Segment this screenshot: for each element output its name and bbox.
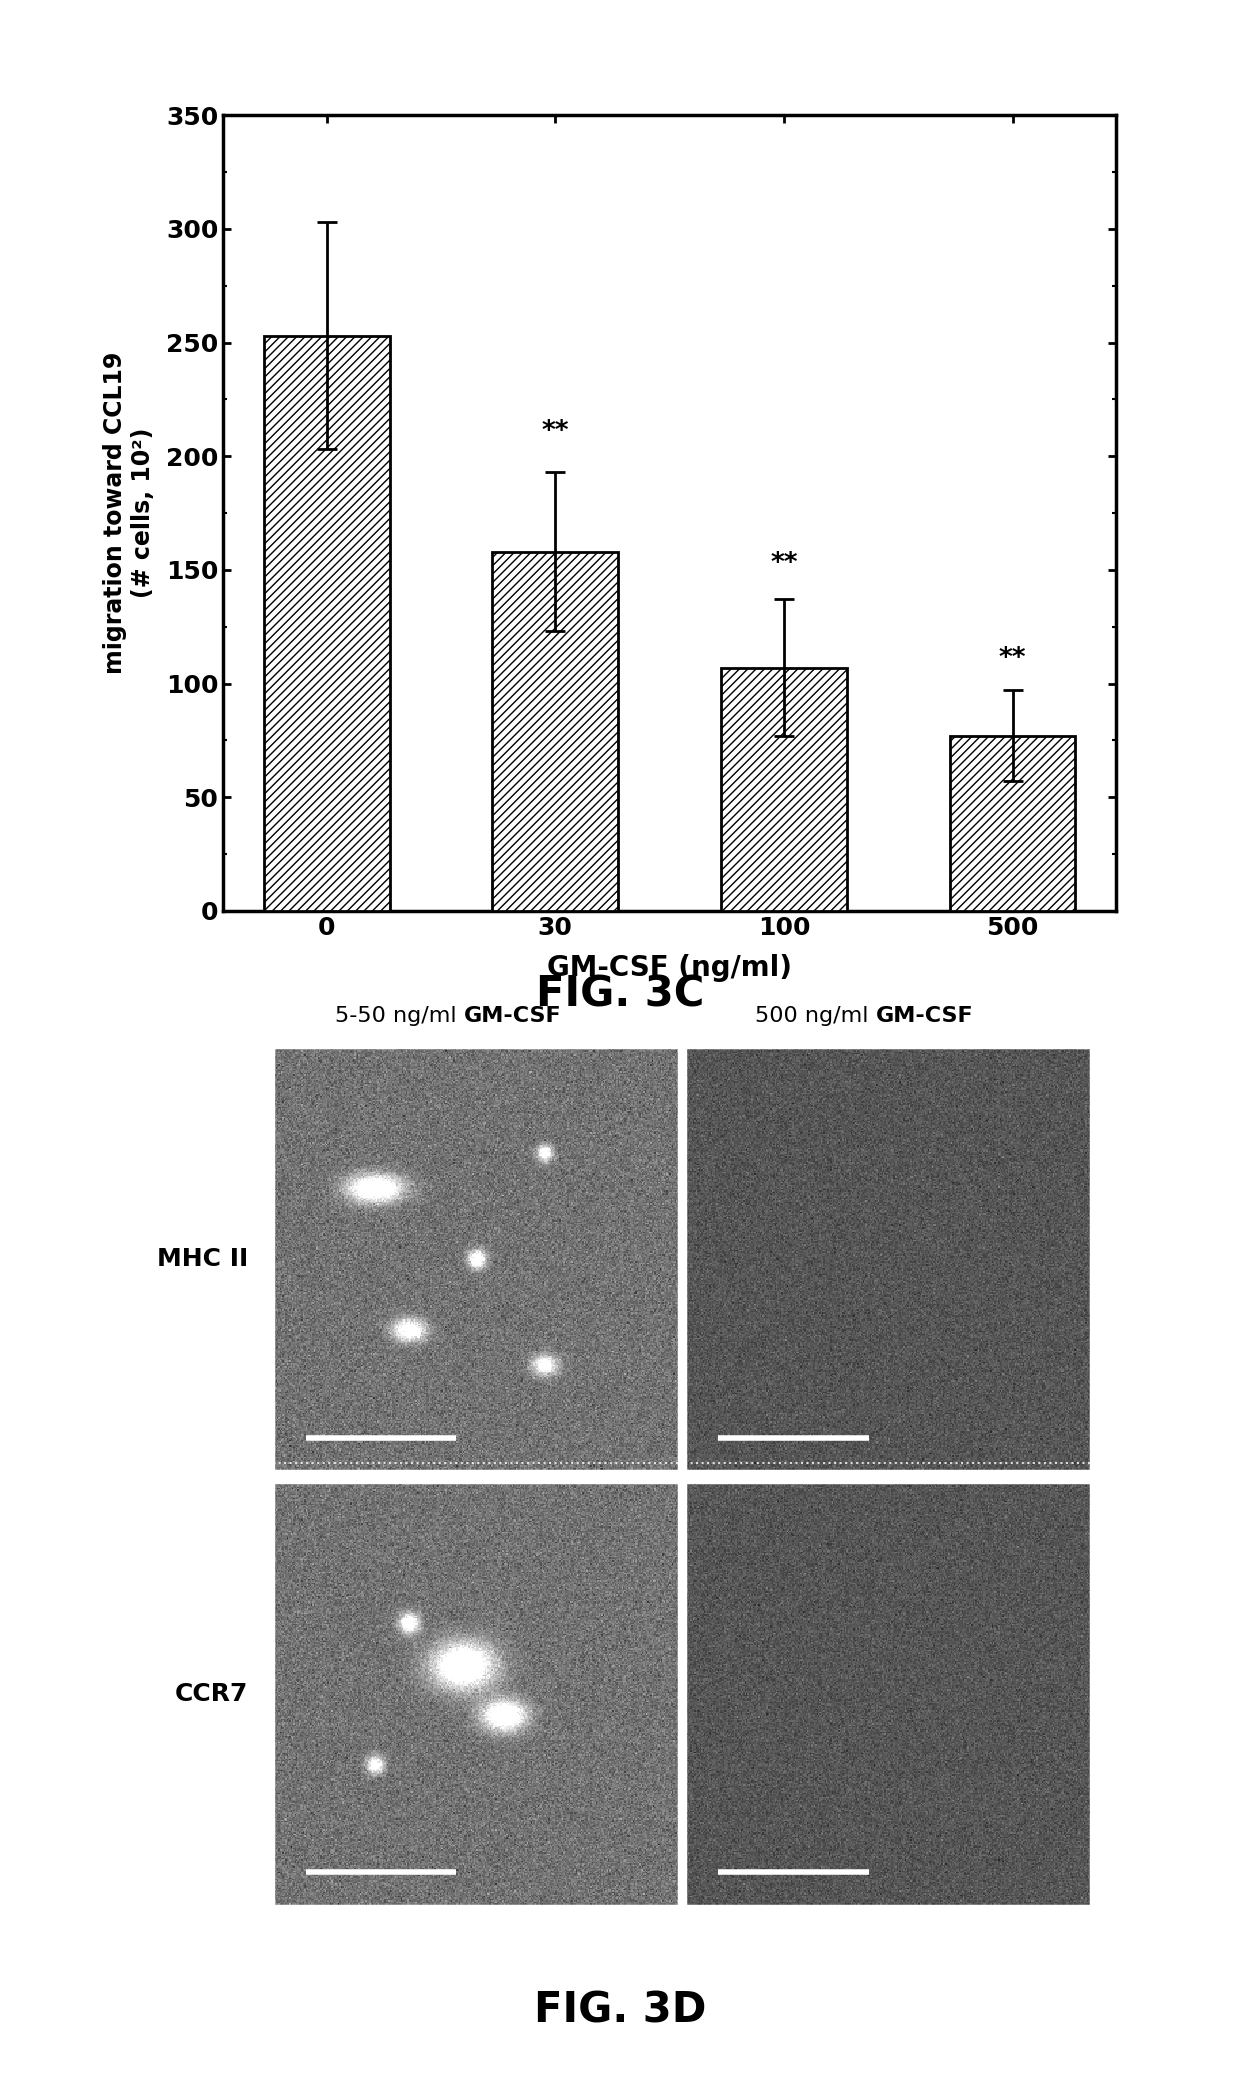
Bar <box>492 551 619 911</box>
Bar <box>720 668 847 911</box>
Text: MHC II: MHC II <box>156 1248 248 1271</box>
Y-axis label: migration toward CCL19
(# cells, 10²): migration toward CCL19 (# cells, 10²) <box>103 352 155 674</box>
Text: 500 ng/ml: 500 ng/ml <box>755 1005 875 1026</box>
X-axis label: GM-CSF (ng/ml): GM-CSF (ng/ml) <box>547 953 792 982</box>
Text: 5-50 ng/ml: 5-50 ng/ml <box>335 1005 464 1026</box>
Text: **: ** <box>998 647 1027 672</box>
Bar <box>264 335 389 911</box>
Text: **: ** <box>770 551 797 576</box>
Text: **: ** <box>542 419 569 444</box>
Text: FIG. 3C: FIG. 3C <box>536 974 704 1016</box>
Text: GM-CSF: GM-CSF <box>875 1005 973 1026</box>
Text: GM-CSF: GM-CSF <box>464 1005 560 1026</box>
Text: CCR7: CCR7 <box>175 1681 248 1705</box>
Text: FIG. 3D: FIG. 3D <box>533 1989 707 2031</box>
Bar <box>950 735 1075 911</box>
